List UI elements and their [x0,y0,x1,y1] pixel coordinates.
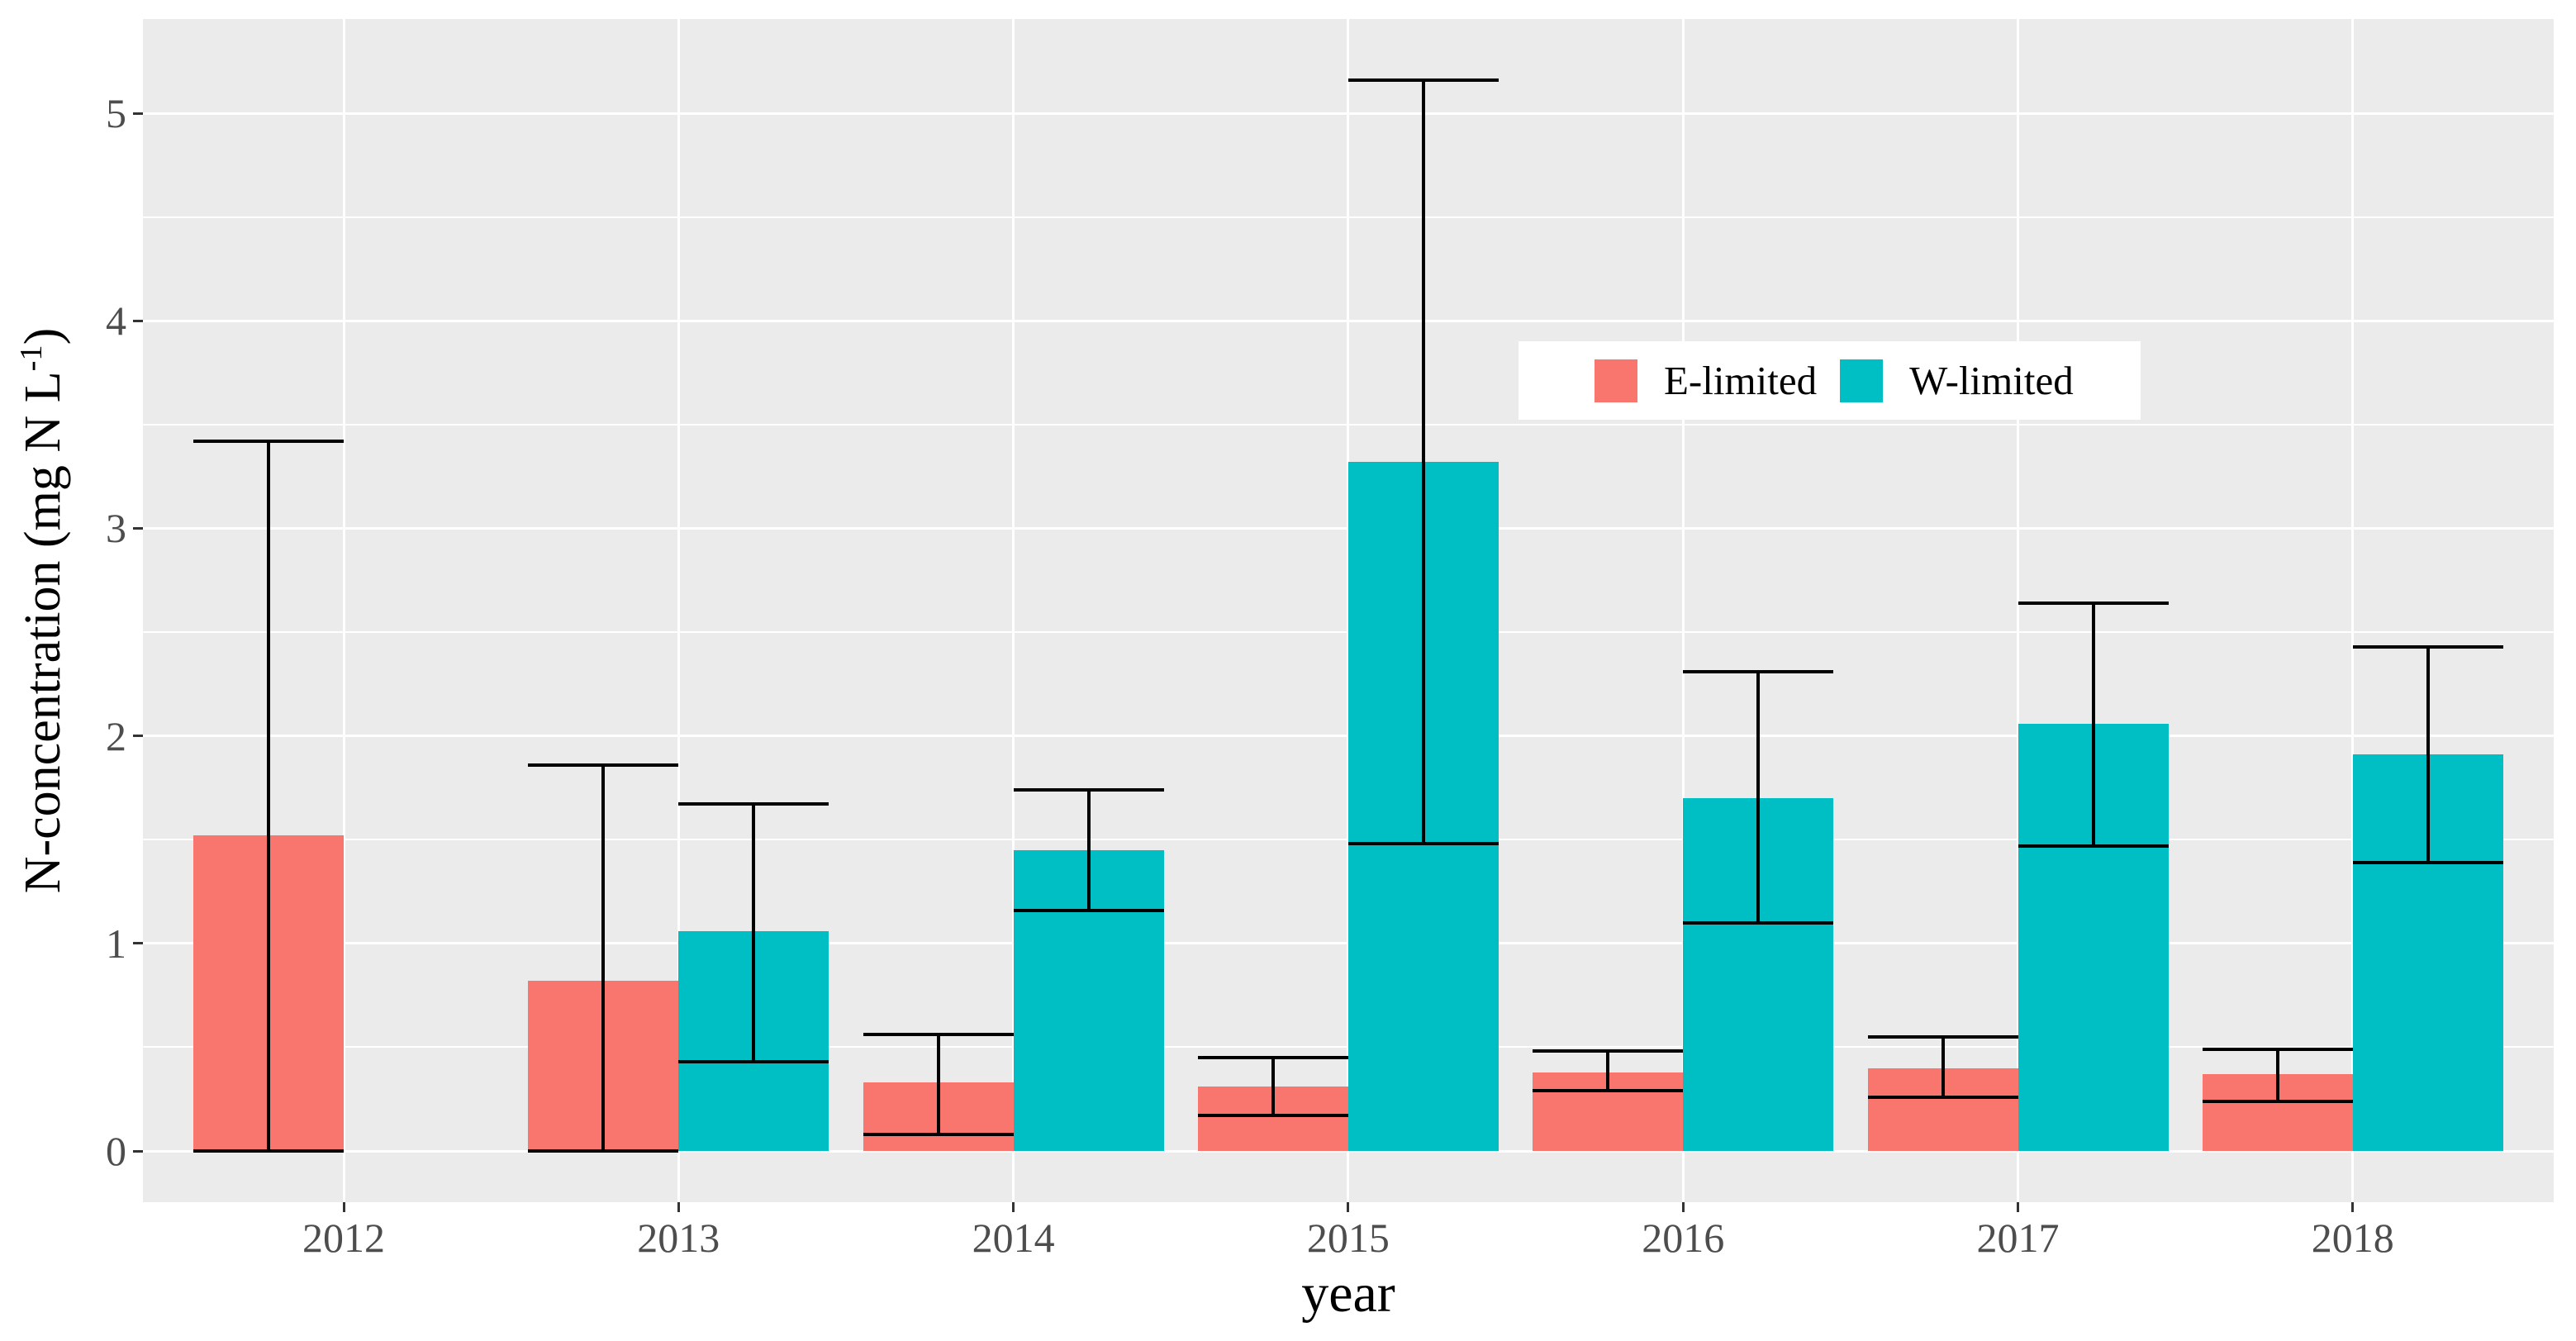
y-axis-title: N-concentration (mg N L-1) [13,328,73,894]
x-tick-label-2012: 2012 [302,1215,385,1261]
y-axis-title-superscript: -1 [14,345,50,372]
x-axis-tick [1681,1202,1685,1212]
error-bar-cap-bottom [1197,1114,1348,1118]
error-bar-cap-top [678,802,829,806]
error-bar-cap-bottom [528,1149,679,1153]
error-bar-cap-top [1013,787,1164,792]
error-bar-cap-top [2018,601,2169,605]
error-bar-line [601,764,606,1151]
error-bar-cap-bottom [2018,844,2169,848]
y-axis-tick [133,1149,143,1153]
x-axis-tick [1347,1202,1350,1212]
y-tick-label-1: 1 [106,920,126,967]
error-bar-cap-bottom [2352,860,2503,864]
error-bar-line [1756,671,1761,923]
error-bar-cap-top [1533,1049,1684,1053]
y-tick-label-5: 5 [106,90,126,136]
error-bar-cap-top [863,1033,1014,1037]
x-axis-tick [2017,1202,2019,1212]
x-tick-label-2017: 2017 [1976,1215,2060,1261]
error-bar-cap-top [2202,1047,2353,1051]
x-axis-tick [2351,1202,2355,1212]
error-bar-cap-bottom [1013,908,1164,912]
error-bar-line [1271,1057,1275,1116]
error-bar-cap-bottom [2202,1099,2353,1103]
error-bar-cap-bottom [678,1059,829,1063]
x-tick-label-2018: 2018 [2311,1215,2394,1261]
x-axis-tick [677,1202,680,1212]
error-bar-cap-top [1347,78,1499,82]
error-bar-cap-bottom [1533,1089,1684,1093]
error-bar-line [2275,1049,2279,1101]
error-bar-line [1086,789,1091,911]
y-tick-label-3: 3 [106,505,126,552]
error-bar-cap-top [1867,1034,2018,1039]
legend: E-limited W-limited [1519,341,2141,420]
x-tick-label-2014: 2014 [972,1215,1055,1261]
error-bar-line [2091,602,2095,846]
error-bar-line [752,804,756,1062]
x-tick-label-2016: 2016 [1642,1215,1725,1261]
error-bar-cap-bottom [193,1149,344,1153]
legend-key-w-limited-swatch [1840,359,1884,402]
error-bar-cap-top [1683,669,1834,673]
y-tick-label-2: 2 [106,712,126,759]
y-tick-label-0: 0 [106,1128,126,1174]
error-bar-line [1421,79,1425,844]
major-gridline-v [2351,19,2355,1202]
error-bar-cap-bottom [863,1132,1014,1136]
legend-key-e-limited-swatch [1595,359,1637,402]
legend-entry-e-limited: E-limited [1595,357,1817,404]
y-axis-tick [133,526,143,530]
x-axis-tick [342,1202,345,1212]
error-bar-line [936,1034,940,1134]
legend-label-w-limited: W-limited [1909,358,2074,403]
y-axis-title-text: N-concentration (mg N L [14,371,71,894]
error-bar-line [1606,1051,1610,1091]
legend-entry-w-limited: W-limited [1840,357,2074,404]
y-axis-tick [133,112,143,115]
y-tick-label-4: 4 [106,297,126,345]
y-axis-tick [133,319,143,322]
x-tick-label-2015: 2015 [1306,1215,1390,1261]
major-gridline-v [2017,19,2019,1202]
major-gridline-v [342,19,345,1202]
y-axis-tick [133,942,143,945]
x-axis-title: year [1301,1263,1395,1324]
x-tick-label-2013: 2013 [637,1215,720,1261]
major-gridline-v [1012,19,1015,1202]
error-bar-cap-top [1197,1055,1348,1059]
error-bar-line [2426,646,2430,863]
legend-label-e-limited: E-limited [1664,358,1818,403]
major-gridline-v [677,19,680,1202]
error-bar-cap-top [2352,644,2503,649]
error-bar-cap-top [193,439,344,443]
error-bar-cap-bottom [1683,920,1834,925]
y-axis-tick [133,735,143,738]
major-gridline-v [1681,19,1685,1202]
error-bar-cap-bottom [1867,1095,2018,1099]
error-bar-cap-top [528,763,679,767]
x-axis-tick [1012,1202,1015,1212]
error-bar-line [1941,1036,1945,1097]
error-bar-line [267,440,270,1151]
plot-panel [143,19,2554,1202]
error-bar-cap-bottom [1347,842,1499,846]
